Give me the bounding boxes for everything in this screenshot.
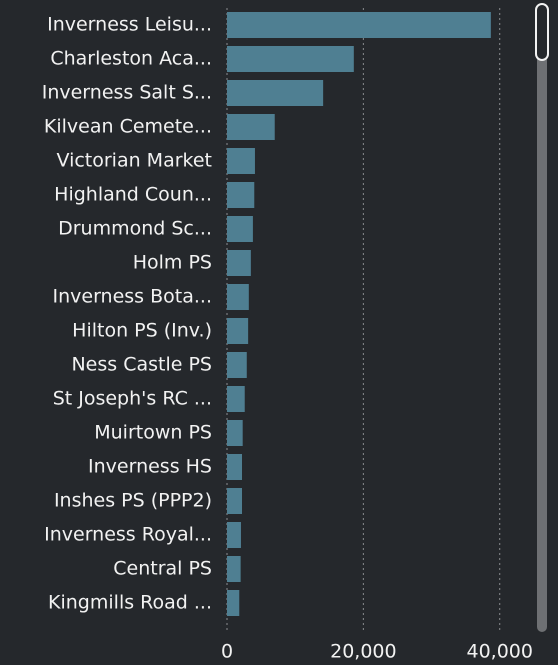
x-tick-label: 40,000 (466, 641, 532, 663)
bar (227, 148, 255, 174)
bar (227, 46, 354, 72)
bar (227, 488, 242, 514)
bar (227, 318, 249, 344)
y-tick-label: Highland Coun... (54, 184, 212, 206)
bar (227, 284, 249, 310)
bar (227, 454, 242, 480)
bar (227, 216, 253, 242)
y-tick-label: Kingmills Road ... (48, 592, 212, 614)
bar (227, 420, 243, 446)
x-tick-label: 0 (221, 641, 233, 663)
y-tick-label: Drummond Sc... (58, 218, 212, 240)
bar (227, 12, 491, 38)
bar (227, 80, 324, 106)
y-tick-label: Victorian Market (56, 150, 212, 172)
bar (227, 522, 241, 548)
bar (227, 114, 275, 140)
y-tick-label: Holm PS (133, 252, 212, 274)
y-tick-label: Inverness Leisu... (47, 14, 212, 36)
y-tick-label: Charleston Aca... (50, 48, 212, 70)
y-tick-label: Inshes PS (PPP2) (54, 490, 212, 512)
y-tick-label: St Joseph's RC ... (53, 388, 212, 410)
y-tick-label: Inverness HS (88, 456, 212, 478)
bar (227, 556, 241, 582)
scrollbar-track[interactable] (537, 4, 547, 632)
y-tick-label: Inverness Salt S... (42, 82, 212, 104)
bar (227, 386, 245, 412)
y-tick-label: Inverness Royal... (44, 524, 212, 546)
y-tick-label: Inverness Bota... (53, 286, 213, 308)
y-tick-label: Kilvean Cemete... (44, 116, 212, 138)
y-tick-label: Ness Castle PS (71, 354, 212, 376)
y-tick-label: Hilton PS (Inv.) (72, 320, 212, 342)
bar (227, 352, 247, 378)
y-tick-label: Central PS (113, 558, 212, 580)
scrollbar-thumb[interactable] (535, 3, 549, 61)
y-tick-label: Muirtown PS (94, 422, 212, 444)
bar (227, 590, 240, 616)
x-tick-label: 20,000 (330, 641, 396, 663)
bar (227, 250, 251, 276)
bar (227, 182, 255, 208)
